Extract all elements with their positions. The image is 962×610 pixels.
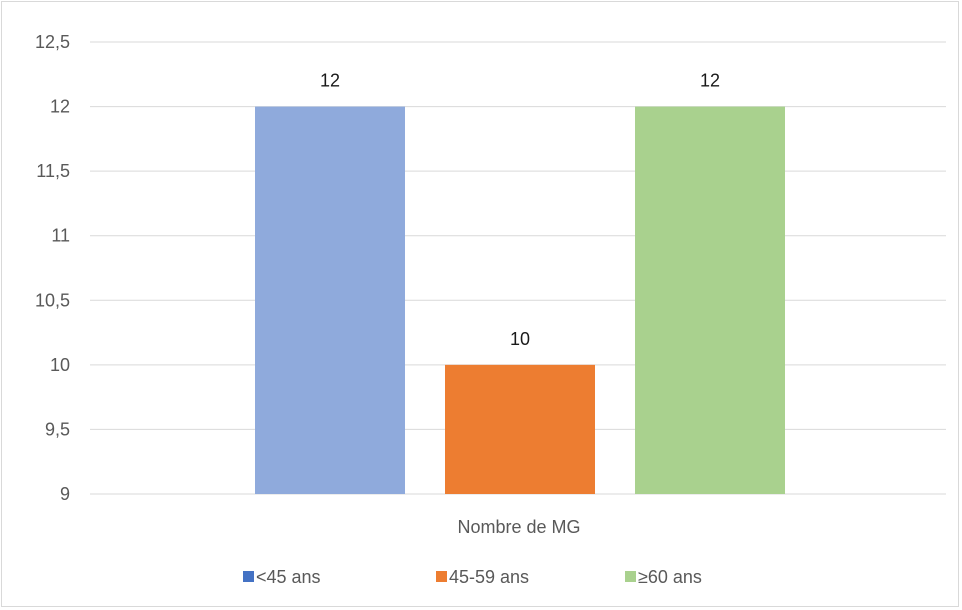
- y-tick-label: 9,5: [45, 419, 70, 439]
- bar: [255, 106, 405, 495]
- y-tick-label: 11,5: [36, 161, 70, 181]
- y-axis-tick-labels: 9 9,5 10 10,5 11 11,5 12 12,5: [35, 32, 70, 504]
- x-category-label: Nombre de MG: [457, 517, 580, 537]
- legend-label: <45 ans: [256, 567, 321, 587]
- legend-swatch: [243, 571, 254, 582]
- gridlines: [90, 41, 946, 495]
- bars: [255, 106, 785, 495]
- y-tick-label: 10,5: [35, 290, 70, 310]
- legend-label: ≥60 ans: [638, 567, 702, 587]
- legend: <45 ans 45-59 ans ≥60 ans: [243, 567, 702, 587]
- y-tick-label: 12,5: [35, 32, 70, 52]
- bar: [445, 364, 595, 494]
- data-label: 12: [320, 71, 340, 91]
- data-label: 10: [510, 329, 530, 349]
- y-tick-label: 9: [60, 484, 70, 504]
- data-label: 12: [700, 71, 720, 91]
- data-labels: 12 10 12: [320, 71, 720, 349]
- y-tick-label: 10: [50, 355, 70, 375]
- bar: [635, 106, 785, 495]
- y-tick-label: 11: [51, 226, 70, 246]
- legend-label: 45-59 ans: [449, 567, 529, 587]
- legend-swatch: [436, 571, 447, 582]
- y-tick-label: 12: [50, 97, 70, 117]
- legend-swatch: [625, 571, 636, 582]
